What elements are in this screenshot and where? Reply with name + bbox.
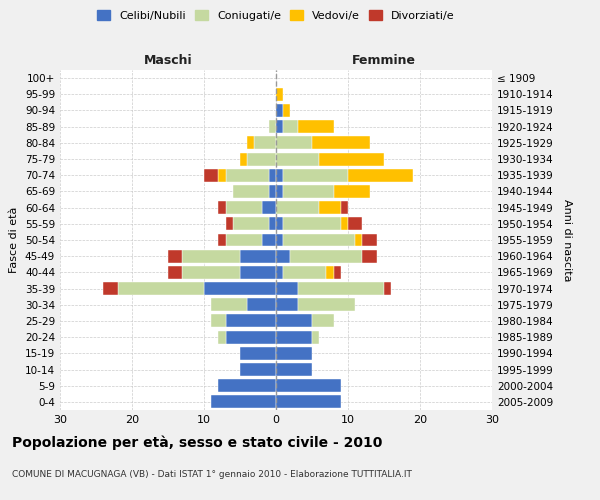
Bar	[247, 136, 254, 149]
Y-axis label: Fasce di età: Fasce di età	[10, 207, 19, 273]
Bar	[182, 266, 240, 279]
Bar	[269, 185, 276, 198]
Bar	[283, 234, 355, 246]
Bar	[276, 169, 283, 181]
Bar	[319, 152, 384, 166]
Bar	[226, 314, 276, 328]
Bar	[298, 298, 355, 311]
Bar	[276, 298, 298, 311]
Text: Popolazione per età, sesso e stato civile - 2010: Popolazione per età, sesso e stato civil…	[12, 435, 382, 450]
Text: Maschi: Maschi	[143, 54, 193, 67]
Bar	[240, 250, 276, 262]
Y-axis label: Anni di nascita: Anni di nascita	[562, 198, 572, 281]
Bar	[204, 169, 218, 181]
Bar	[319, 201, 341, 214]
Bar	[204, 282, 276, 295]
Bar	[283, 185, 334, 198]
Bar	[283, 120, 298, 133]
Bar	[118, 282, 204, 295]
Bar	[103, 282, 118, 295]
Bar	[276, 379, 341, 392]
Bar	[211, 396, 276, 408]
Bar	[269, 218, 276, 230]
Bar	[276, 136, 312, 149]
Bar	[226, 218, 233, 230]
Text: COMUNE DI MACUGNAGA (VB) - Dati ISTAT 1° gennaio 2010 - Elaborazione TUTTITALIA.: COMUNE DI MACUGNAGA (VB) - Dati ISTAT 1°…	[12, 470, 412, 479]
Bar	[262, 201, 276, 214]
Bar	[269, 120, 276, 133]
Bar	[226, 330, 276, 344]
Bar	[247, 298, 276, 311]
Bar	[276, 152, 319, 166]
Bar	[341, 201, 348, 214]
Bar	[276, 234, 283, 246]
Bar	[226, 234, 262, 246]
Bar	[290, 250, 362, 262]
Bar	[269, 169, 276, 181]
Bar	[233, 185, 269, 198]
Bar	[276, 396, 341, 408]
Bar	[182, 250, 240, 262]
Bar	[276, 250, 290, 262]
Bar	[233, 218, 269, 230]
Bar	[276, 347, 312, 360]
Bar	[283, 218, 341, 230]
Bar	[276, 88, 283, 101]
Bar	[276, 266, 283, 279]
Bar	[168, 250, 182, 262]
Bar	[312, 314, 334, 328]
Bar	[226, 169, 269, 181]
Bar	[276, 201, 319, 214]
Bar	[218, 330, 226, 344]
Bar	[211, 314, 226, 328]
Bar	[254, 136, 276, 149]
Bar	[168, 266, 182, 279]
Bar	[312, 136, 370, 149]
Bar	[334, 266, 341, 279]
Bar	[276, 282, 298, 295]
Legend: Celibi/Nubili, Coniugati/e, Vedovi/e, Divorziati/e: Celibi/Nubili, Coniugati/e, Vedovi/e, Di…	[95, 8, 457, 24]
Bar	[348, 169, 413, 181]
Bar	[348, 218, 362, 230]
Bar	[218, 234, 226, 246]
Bar	[218, 169, 226, 181]
Bar	[276, 120, 283, 133]
Bar	[326, 266, 334, 279]
Text: Femmine: Femmine	[352, 54, 416, 67]
Bar	[276, 185, 283, 198]
Bar	[355, 234, 362, 246]
Bar	[240, 363, 276, 376]
Bar	[362, 234, 377, 246]
Bar	[226, 201, 262, 214]
Bar	[276, 218, 283, 230]
Bar	[298, 282, 384, 295]
Bar	[276, 330, 312, 344]
Bar	[362, 250, 377, 262]
Bar	[312, 330, 319, 344]
Bar	[283, 266, 326, 279]
Bar	[334, 185, 370, 198]
Bar	[283, 169, 348, 181]
Bar	[276, 104, 283, 117]
Bar	[262, 234, 276, 246]
Bar	[218, 379, 276, 392]
Bar	[247, 152, 276, 166]
Bar	[298, 120, 334, 133]
Bar	[341, 218, 348, 230]
Bar	[218, 201, 226, 214]
Bar	[240, 266, 276, 279]
Bar	[276, 363, 312, 376]
Bar	[211, 298, 247, 311]
Bar	[283, 104, 290, 117]
Bar	[276, 314, 312, 328]
Bar	[240, 152, 247, 166]
Bar	[384, 282, 391, 295]
Bar	[240, 347, 276, 360]
